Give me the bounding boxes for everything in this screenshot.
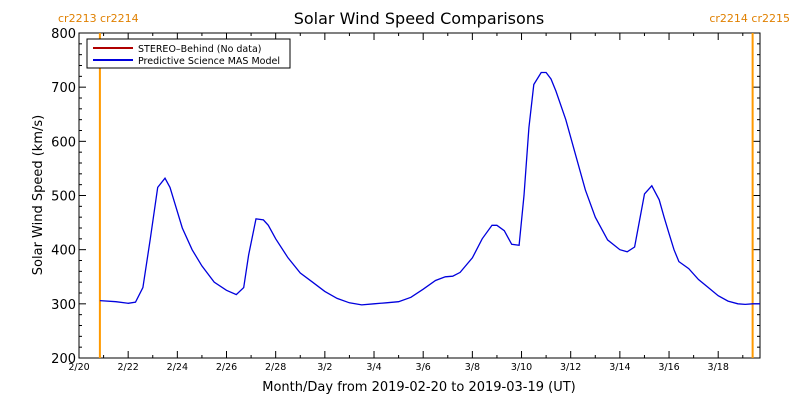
carrington-marker-lines [98,33,754,358]
y-axis-ticks: 200 300 400 500 600 700 800 [51,27,760,367]
x-axis-label: Month/Day from 2019-02-20 to 2019-03-19 … [262,380,575,395]
legend-label-stereo-behind: STEREO–Behind (No data) [138,44,262,55]
series-lines [99,71,760,306]
series-line-mas-model [99,71,760,306]
y-tick-label: 400 [51,244,76,259]
x-tick-label: 3/8 [465,362,480,373]
x-axis-ticks: 2/20 2/22 2/24 2/26 2/28 3/2 3/4 3/6 3/8 3/10 3/12… [68,33,744,373]
legend-box [86,38,291,69]
x-tick-label: 3/4 [366,362,381,373]
x-tick-label: 2/22 [117,362,138,373]
y-tick-label: 500 [51,190,76,205]
x-tick-label: 3/2 [317,362,332,373]
y-tick-label: 300 [51,298,76,313]
y-tick-label: 800 [51,27,76,42]
carrington-label: cr2213 cr2214 [58,12,139,25]
plot-area [78,32,761,359]
carrington-rotation-labels: cr2213 cr2214 cr2214 cr2215 [58,12,790,25]
x-tick-label: 2/28 [265,362,286,373]
y-tick-label: 600 [51,135,76,150]
x-tick-label: 2/20 [68,362,89,373]
y-tick-label: 700 [51,81,76,96]
x-tick-label: 2/24 [167,362,188,373]
x-tick-label: 3/16 [658,362,679,373]
x-tick-label: 3/6 [416,362,431,373]
y-tick-label: 200 [51,352,76,367]
x-tick-label: 3/18 [708,362,729,373]
carrington-label: cr2214 cr2215 [709,12,790,25]
x-tick-label: 3/12 [560,362,581,373]
x-tick-label: 3/10 [511,362,532,373]
x-tick-label: 2/26 [216,362,237,373]
y-axis-label: Solar Wind Speed (km/s) [31,115,46,275]
legend-label-mas-model: Predictive Science MAS Model [138,56,280,67]
legend: STEREO–Behind (No data) Predictive Scien… [86,38,291,69]
chart-title: Solar Wind Speed Comparisons [294,9,545,28]
x-tick-label: 3/14 [609,362,630,373]
